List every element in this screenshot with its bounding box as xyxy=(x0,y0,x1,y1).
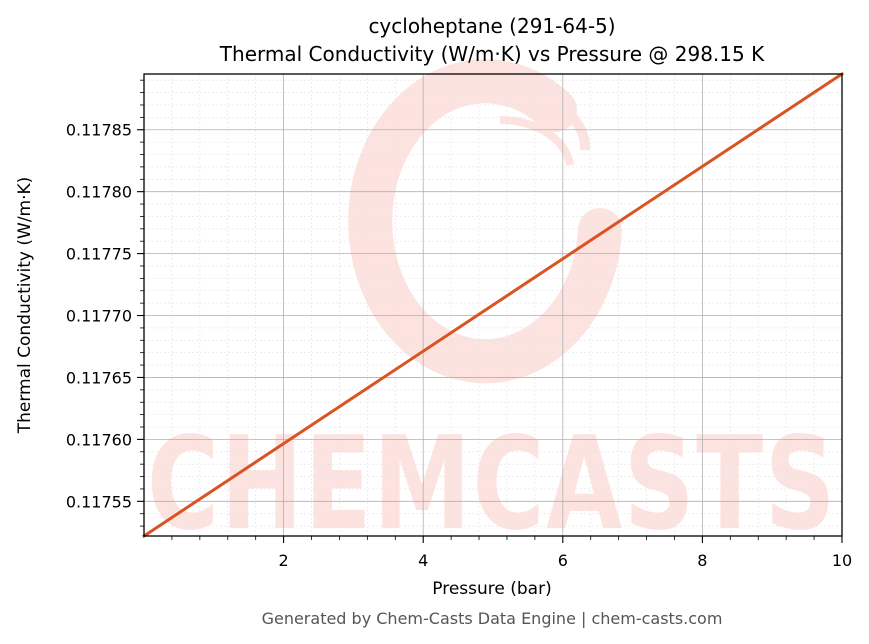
y-tick-label: 0.11760 xyxy=(66,430,132,449)
series-layer xyxy=(141,71,845,539)
watermark-logo-icon xyxy=(348,59,622,384)
y-tick-label: 0.11780 xyxy=(66,183,132,202)
x-tick-label: 4 xyxy=(418,551,428,570)
footer-credit: Generated by Chem-Casts Data Engine | ch… xyxy=(262,609,723,628)
y-tick-label: 0.11770 xyxy=(66,307,132,326)
tick-marks xyxy=(137,79,843,543)
x-tick-label: 10 xyxy=(832,551,852,570)
x-axis-label: Pressure (bar) xyxy=(432,579,551,599)
watermark: CHEMCASTS xyxy=(147,59,837,559)
y-axis-label: Thermal Conductivity (W/m·K) xyxy=(15,177,35,435)
plot-frame xyxy=(143,73,843,537)
x-tick-label: 6 xyxy=(558,551,568,570)
y-tick-label: 0.11775 xyxy=(66,245,132,264)
chart-title: cycloheptane (291-64-5) xyxy=(368,14,615,38)
y-tick-label: 0.11765 xyxy=(66,368,132,387)
x-tick-label: 2 xyxy=(279,551,289,570)
chart-subtitle: Thermal Conductivity (W/m·K) vs Pressure… xyxy=(219,42,765,66)
x-tick-label: 8 xyxy=(697,551,707,570)
minor-grid xyxy=(144,74,842,536)
x-tick-labels: 2 4 6 8 10 xyxy=(279,551,853,570)
watermark-text: CHEMCASTS xyxy=(147,410,837,559)
y-tick-label: 0.11785 xyxy=(66,121,132,140)
y-tick-labels: 0.11755 0.11760 0.11765 0.11770 0.11775 0.117… xyxy=(66,121,132,512)
series-line xyxy=(141,71,845,539)
y-tick-label: 0.11755 xyxy=(66,492,132,511)
